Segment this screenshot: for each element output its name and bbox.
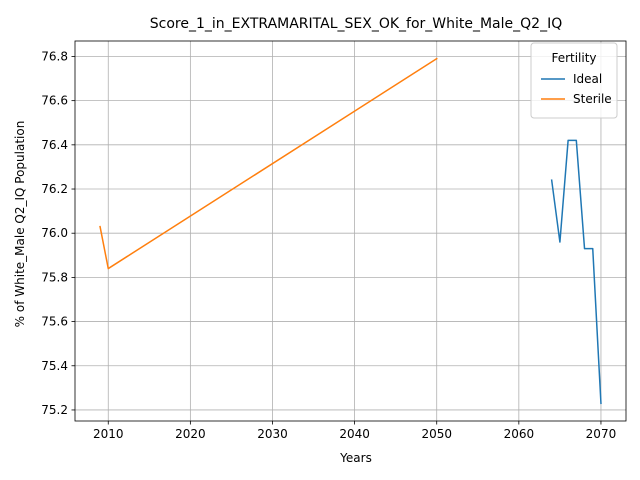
y-axis-label: % of White_Male Q2_IQ Population xyxy=(13,121,27,328)
series-line-ideal xyxy=(550,139,602,405)
y-tick-label: 75.8 xyxy=(41,270,68,284)
legend-label-ideal: Ideal xyxy=(573,72,602,86)
y-tick-label: 76.8 xyxy=(41,49,68,63)
legend-label-sterile: Sterile xyxy=(573,92,612,106)
chart-title: Score_1_in_EXTRAMARITAL_SEX_OK_for_White… xyxy=(150,16,562,32)
x-tick-label: 2060 xyxy=(504,427,535,441)
y-tick-label: 75.4 xyxy=(41,359,68,373)
y-axis: 75.2 75.4 75.6 75.8 76.0 76.2 76.4 76.6 76.8 xyxy=(41,49,75,417)
series-line-sterile xyxy=(99,57,438,270)
x-tick-label: 2040 xyxy=(339,427,370,441)
x-axis: 2010 2020 2030 2040 2050 2060 2070 xyxy=(93,421,616,441)
grid xyxy=(75,41,626,421)
y-tick-label: 75.2 xyxy=(41,403,68,417)
x-tick-label: 2030 xyxy=(257,427,288,441)
x-tick-label: 2010 xyxy=(93,427,124,441)
x-tick-label: 2020 xyxy=(175,427,206,441)
y-tick-label: 76.6 xyxy=(41,94,68,108)
y-tick-label: 76.2 xyxy=(41,182,68,196)
y-tick-label: 76.4 xyxy=(41,138,68,152)
x-axis-label: Years xyxy=(339,451,372,465)
x-tick-label: 2070 xyxy=(586,427,617,441)
x-tick-label: 2050 xyxy=(421,427,452,441)
series-layer xyxy=(99,57,602,405)
legend-title: Fertility xyxy=(551,51,596,65)
y-tick-label: 75.6 xyxy=(41,315,68,329)
y-tick-label: 76.0 xyxy=(41,226,68,240)
legend: Fertility Ideal Sterile xyxy=(530,42,618,119)
plot-frame xyxy=(74,40,627,422)
